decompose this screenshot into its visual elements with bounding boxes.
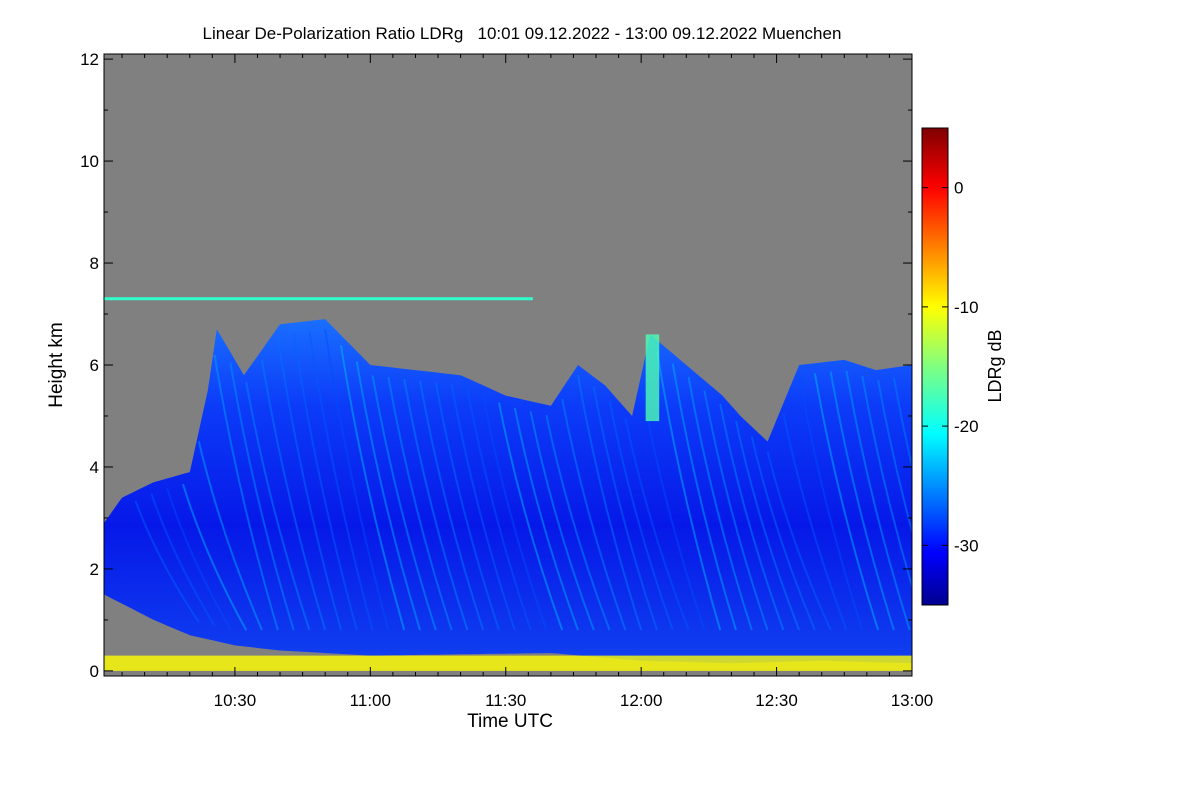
- fall-streak: [735, 420, 801, 631]
- fall-streak: [861, 375, 912, 590]
- fall-streak: [466, 388, 532, 631]
- fall-streak: [624, 418, 690, 631]
- fall-streak: [197, 441, 263, 631]
- plot-area: [104, 54, 912, 676]
- feature-region: [104, 655, 912, 671]
- x-tick-label: 13:00: [891, 691, 934, 710]
- fall-streak: [561, 398, 627, 631]
- fall-streak: [687, 376, 753, 631]
- fall-streak: [182, 483, 248, 631]
- fall-streak: [324, 329, 390, 631]
- y-axis-label: Height km: [46, 322, 67, 408]
- fall-streak: [845, 370, 911, 631]
- fall-streak: [545, 414, 611, 631]
- colorbar: [921, 127, 949, 606]
- x-tick-label: 12:30: [755, 691, 798, 710]
- fall-streak: [261, 359, 327, 631]
- fall-streak: [782, 413, 848, 631]
- x-axis: 10:30 11:00 11:30 12:00 12:30 13:00: [121, 54, 934, 710]
- fall-streak: [213, 354, 279, 631]
- x-tick-label: 11:30: [485, 691, 526, 710]
- fall-streak: [750, 436, 816, 631]
- x-tick-label: 11:00: [350, 691, 391, 710]
- y-tick-label: 4: [90, 458, 99, 477]
- chart-title: Linear De-Polarization Ratio LDRg 10:01 …: [203, 24, 842, 43]
- colorbar-label: LDRg dB: [985, 329, 1005, 402]
- colorbar-tick-label: -30: [954, 536, 979, 555]
- y-tick-label: 2: [90, 560, 99, 579]
- fall-streak: [671, 363, 737, 631]
- fall-streak: [245, 382, 311, 631]
- fall-streak: [877, 379, 912, 535]
- fall-streak: [529, 411, 595, 631]
- fall-streak: [892, 377, 912, 471]
- fall-streak: [719, 403, 785, 631]
- y-tick-label: 8: [90, 254, 99, 273]
- features-layer: [104, 297, 912, 671]
- fall-streak: [434, 382, 500, 631]
- fall-streak: [308, 330, 374, 631]
- fall-streak: [577, 375, 643, 631]
- feature-band: [104, 297, 533, 301]
- x-tick-label: 12:00: [620, 691, 663, 710]
- fall-streak: [498, 402, 564, 631]
- fall-streak: [608, 400, 674, 631]
- fall-streak: [387, 377, 453, 631]
- fall-streak: [340, 345, 406, 631]
- fall-streak: [150, 493, 216, 627]
- y-tick-label: 12: [80, 50, 99, 69]
- colorbar-tick-label: -20: [954, 417, 979, 436]
- fall-streak: [513, 407, 579, 631]
- fall-streak: [371, 375, 437, 631]
- ldr-cloud-region: [104, 319, 912, 664]
- colorbar-tick-label: 0: [954, 179, 963, 198]
- y-tick-label: 0: [90, 662, 99, 681]
- fall-streak: [166, 488, 232, 630]
- fall-streak: [134, 500, 200, 623]
- fall-streak: [829, 371, 895, 631]
- x-tick-label: 10:30: [214, 691, 257, 710]
- y-tick-label: 6: [90, 356, 99, 375]
- x-axis-label: Time UTC: [467, 711, 553, 732]
- fall-streak: [703, 390, 769, 631]
- fall-streak: [229, 362, 295, 631]
- fall-streak: [592, 386, 658, 631]
- colorbar-ticks: 0 -10 -20 -30: [922, 179, 979, 555]
- fall-streak: [450, 384, 516, 631]
- fall-streak: [419, 380, 485, 631]
- y-tick-label: 10: [80, 152, 99, 171]
- fall-streak: [276, 337, 342, 631]
- fall-streak: [355, 361, 421, 631]
- feature-region: [645, 334, 660, 422]
- colorbar-tick-label: -10: [954, 298, 979, 317]
- y-axis: 0 2 4 6 8 10 12: [80, 50, 912, 681]
- fall-streak: [766, 451, 832, 631]
- fall-streak: [656, 350, 722, 631]
- fall-streak: [403, 378, 469, 631]
- fall-streak: [813, 373, 880, 631]
- fall-streak: [798, 375, 864, 631]
- fall-streak: [482, 395, 548, 631]
- cloud-layer: [104, 319, 912, 664]
- fall-streak: [292, 332, 358, 631]
